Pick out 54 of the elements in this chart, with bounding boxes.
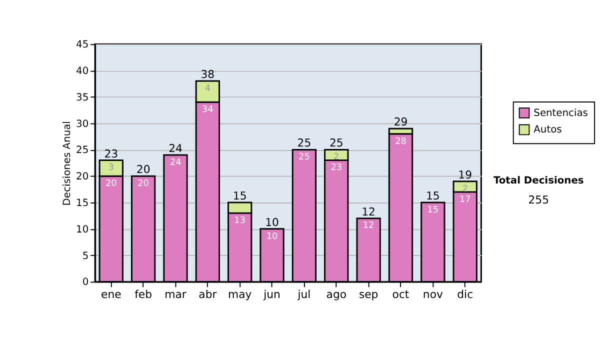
data-label: 24	[170, 158, 182, 168]
total-label: 12	[362, 205, 376, 218]
data-label: 3	[108, 163, 114, 174]
total-label: 25	[297, 136, 312, 150]
x-tick-label: ago	[326, 288, 347, 302]
x-tick-label: mar	[164, 288, 187, 302]
x-tick-label: jun	[262, 288, 280, 302]
total-label: 15	[426, 190, 440, 203]
total-label: 38	[200, 68, 215, 82]
y-axis-title: Decisiones Anual	[62, 121, 74, 206]
total-label: 23	[104, 147, 118, 160]
x-tick-label: feb	[134, 288, 152, 302]
data-label: 20	[105, 179, 118, 190]
legend-label: Autos	[534, 124, 562, 136]
x-tick-label: dic	[457, 288, 474, 302]
data-label: 17	[459, 194, 471, 205]
data-label: 13	[234, 216, 246, 226]
y-tick-label: 35	[76, 92, 89, 104]
x-tick-label: abr	[198, 288, 218, 302]
total-label: 20	[136, 163, 150, 176]
x-tick-label: jul	[296, 288, 311, 302]
data-label: 34	[202, 105, 214, 116]
data-label: 23	[330, 163, 342, 174]
total-label: 25	[329, 136, 344, 150]
y-tick-label: 25	[76, 145, 89, 156]
total-label: 24	[168, 142, 182, 156]
y-tick-label: 5	[82, 250, 89, 262]
data-label: 20	[138, 179, 150, 190]
legend-label: Sentencias	[534, 108, 588, 119]
y-tick-label: 0	[82, 277, 89, 288]
data-label: 25	[298, 152, 310, 163]
x-tick-label: nov	[422, 288, 444, 302]
total-label: 15	[232, 190, 247, 203]
text: 255	[528, 193, 549, 206]
y-tick-label: 15	[76, 198, 89, 209]
data-label: 28	[395, 136, 407, 147]
x-tick-label: ene	[101, 288, 122, 302]
total-label: 19	[458, 168, 472, 182]
data-label: 2	[334, 152, 340, 163]
x-tick-label: oct	[392, 288, 410, 302]
total-label: 10	[265, 216, 280, 229]
y-tick-label: 10	[76, 224, 89, 236]
y-tick-label: 45	[76, 40, 89, 51]
data-label: 12	[362, 221, 374, 232]
text: Total Decisiones	[493, 176, 584, 187]
data-label: 4	[204, 84, 211, 94]
total-label: 29	[394, 116, 408, 129]
x-tick-label: may	[228, 288, 252, 302]
data-label: 15	[427, 205, 439, 216]
y-tick-label: 30	[76, 118, 89, 130]
x-tick-label: sep	[358, 288, 378, 302]
y-tick-label: 40	[76, 66, 89, 77]
data-label: 10	[266, 232, 278, 242]
y-tick-label: 20	[76, 172, 89, 183]
